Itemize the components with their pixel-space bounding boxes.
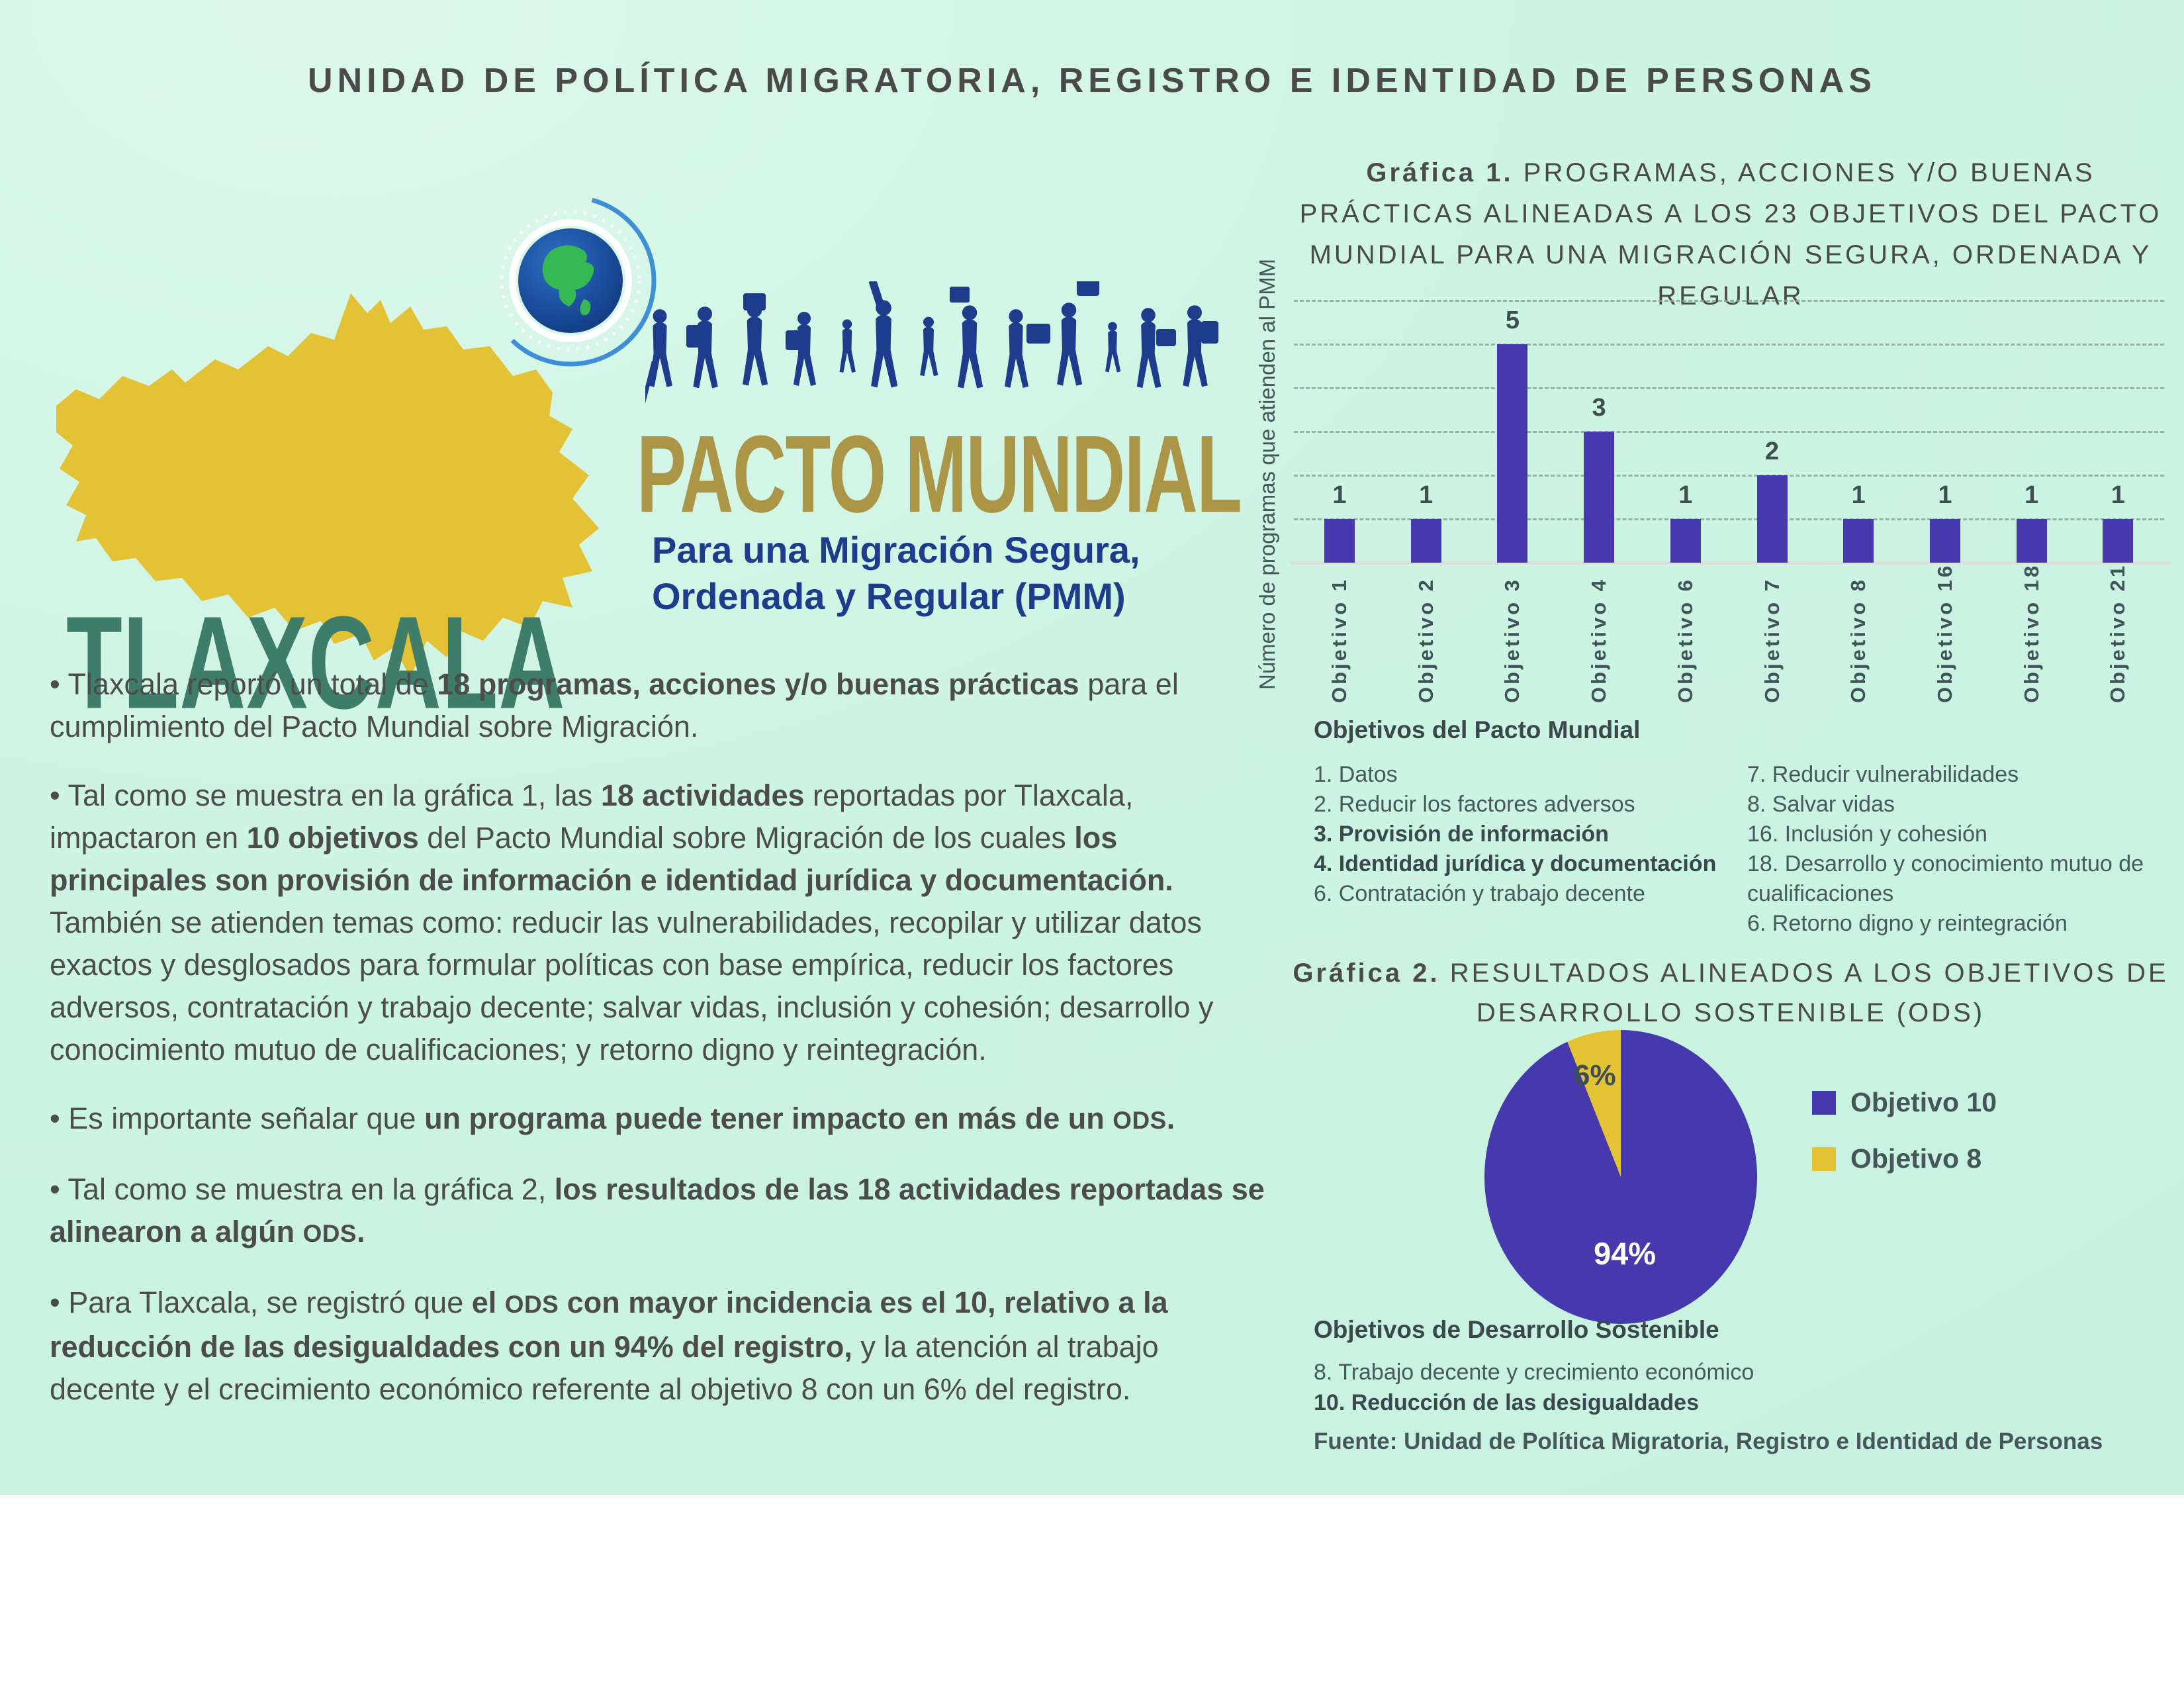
bar-value-label: 5 <box>1505 306 1520 334</box>
objective-item: 4. Identidad jurídica y documentación <box>1314 851 1717 876</box>
objective-item: 6. Contratación y trabajo decente <box>1314 881 1645 906</box>
bar-value-label: 2 <box>1764 438 1780 465</box>
objective-item: 8. Salvar vidas <box>1747 792 1895 817</box>
footer-band: ESTADOS UNIDOS MEXICANOS GOBIERNO DE MÉX… <box>0 1495 2184 1688</box>
migrants-silhouettes-icon <box>645 281 1218 403</box>
legend-item: Objetivo 10 <box>1812 1087 1997 1118</box>
objective-item: 6. Retorno digno y reintegración <box>1747 911 2068 936</box>
paragraph: • Para Tlaxcala, se registró que el ODS … <box>50 1286 1168 1406</box>
pmm-objectives-heading: Objetivos del Pacto Mundial <box>1314 716 1641 743</box>
chart1-title-rest: PROGRAMAS, ACCIONES Y/O BUENAS PRÁCTICAS… <box>1299 158 2162 310</box>
bar <box>1497 344 1528 563</box>
legend-label: Objetivo 8 <box>1850 1143 1982 1174</box>
pie-slice-label-small: 6% <box>1574 1059 1616 1092</box>
paragraph: • Tlaxcala reportó un total de 18 progra… <box>50 667 1179 743</box>
pacto-subtitle-line1: Para una Migración Segura, <box>652 529 1140 571</box>
gridline <box>1294 518 2164 520</box>
bar <box>1843 519 1874 563</box>
pacto-mundial-title: PACTO MUNDIAL <box>637 413 1242 536</box>
bar-value-label: 1 <box>2025 481 2039 509</box>
bar-plot: 1 Objetivo 1 1 Objetivo 2 5 Objetivo 3 3 Objeti… <box>1290 298 2171 703</box>
objective-item: 10. Reducción de las desigualdades <box>1314 1390 1699 1415</box>
bar <box>1670 519 1701 563</box>
gridline <box>1294 300 2164 302</box>
objective-item: 18. Desarrollo y conocimiento mutuo de c… <box>1747 851 2144 906</box>
bar <box>1929 519 1960 563</box>
bar-x-label: Objetivo 1 <box>1328 577 1351 703</box>
gridline <box>1294 344 2164 346</box>
pie-slice-label-big: 94% <box>1594 1236 1657 1271</box>
bar-value-label: 1 <box>1419 481 1433 509</box>
globe-icon <box>484 195 657 367</box>
pmm-col-2: 7. Reducir vulnerabilidades 8. Salvar vid… <box>1747 760 2181 939</box>
bar-x-label: Objetivo 4 <box>1587 577 1611 703</box>
paragraph: • Tal como se muestra en la gráfica 1, l… <box>50 778 1214 1066</box>
gridline <box>1294 387 2164 389</box>
pacto-subtitle-line2: Ordenada y Regular (PMM) <box>652 575 1126 617</box>
pie-legend: Objetivo 10 Objetivo 8 <box>1812 1087 1997 1199</box>
objective-item: 8. Trabajo decente y crecimiento económi… <box>1314 1360 1754 1385</box>
pmm-objectives-list: 1. Datos 2. Reducir los factores adversos… <box>1314 760 2181 939</box>
chart2-title-prefix: Gráfica 2. <box>1293 959 1440 988</box>
bar <box>1410 519 1441 563</box>
bar <box>1584 432 1615 563</box>
bar-x-label: Objetivo 3 <box>1500 577 1524 703</box>
chart1-title-prefix: Gráfica 1. <box>1366 158 1514 187</box>
bar-x-label: Objetivo 16 <box>1933 563 1956 703</box>
ods-list: 8. Trabajo decente y crecimiento económi… <box>1314 1357 1754 1418</box>
bar <box>2016 519 2047 563</box>
objective-item: 7. Reducir vulnerabilidades <box>1747 762 2019 787</box>
bar-value-label: 1 <box>1851 481 1866 509</box>
bar-x-label: Objetivo 18 <box>2019 563 2043 703</box>
bar-value-label: 1 <box>2111 481 2125 509</box>
gridline <box>1294 431 2164 433</box>
chart2-title-rest: RESULTADOS ALINEADOS A LOS OBJETIVOS DE … <box>1439 959 2169 1027</box>
bar <box>1324 519 1355 563</box>
page-title: UNIDAD DE POLÍTICA MIGRATORIA, REGISTRO … <box>308 62 1876 100</box>
bar-x-label: Objetivo 6 <box>1673 577 1697 703</box>
legend-swatch <box>1812 1090 1836 1115</box>
chart2-title: Gráfica 2. RESULTADOS ALINEADOS A LOS OB… <box>1287 953 2174 1033</box>
bar-x-label: Objetivo 8 <box>1846 577 1870 703</box>
paragraph: • Tal como se muestra en la gráfica 2, l… <box>50 1172 1265 1248</box>
chart1-y-axis-label: Número de programas que atienden al PMM <box>1255 258 1279 690</box>
bar-x-label: Objetivo 2 <box>1414 577 1437 703</box>
bar-value-label: 1 <box>1938 481 1952 509</box>
bar-value-label: 1 <box>1678 481 1693 509</box>
ods-heading: Objetivos de Desarrollo Sostenible <box>1314 1316 1719 1343</box>
pie-chart <box>1484 1030 1757 1324</box>
bar-value-label: 1 <box>1332 481 1347 509</box>
bar-x-label: Objetivo 21 <box>2106 563 2130 703</box>
objective-item: 16. Inclusión y cohesión <box>1747 821 1987 847</box>
legend-item: Objetivo 8 <box>1812 1143 1997 1174</box>
objective-item: 2. Reducir los factores adversos <box>1314 792 1635 817</box>
pmm-col-1: 1. Datos 2. Reducir los factores adversos… <box>1314 760 1747 939</box>
tlaxcala-map <box>56 293 599 677</box>
objective-item: 1. Datos <box>1314 762 1398 787</box>
gridline <box>1294 475 2164 477</box>
legend-label: Objetivo 10 <box>1850 1087 1997 1117</box>
bar-x-label: Objetivo 7 <box>1760 577 1784 703</box>
bar <box>1756 475 1788 563</box>
chart1-title: Gráfica 1. PROGRAMAS, ACCIONES Y/O BUENA… <box>1287 152 2174 316</box>
state-name: TLAXCALA <box>66 588 566 737</box>
bar-value-label: 3 <box>1592 394 1606 422</box>
pacto-mundial-subtitle: Para una Migración Segura, Ordenada y Re… <box>652 527 1140 620</box>
body-paragraphs: • Tlaxcala reportó un total de 18 progra… <box>50 663 1267 1437</box>
bar <box>2103 519 2134 563</box>
legend-swatch <box>1812 1147 1836 1171</box>
objective-item: 3. Provisión de información <box>1314 821 1609 847</box>
paragraph: • Es importante señalar que un programa … <box>50 1102 1175 1135</box>
source-note: Fuente: Unidad de Política Migratoria, R… <box>1314 1429 2103 1454</box>
